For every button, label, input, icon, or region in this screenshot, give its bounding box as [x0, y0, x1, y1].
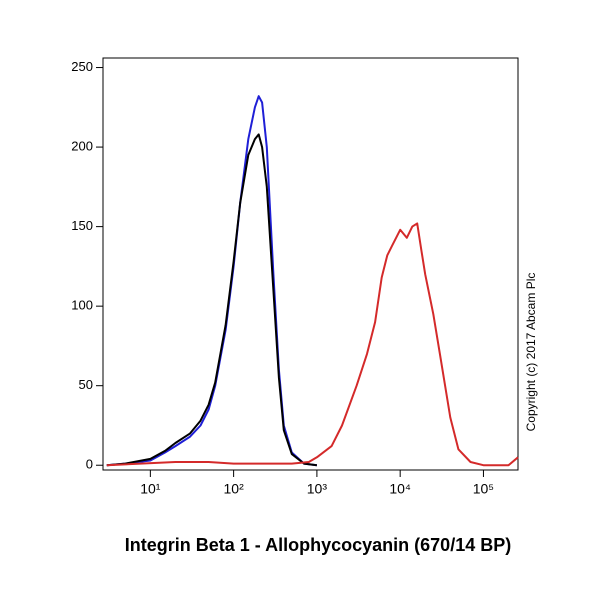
y-tick-label: 50	[79, 377, 93, 392]
y-tick-label: 250	[71, 59, 93, 74]
y-tick-label: 100	[71, 298, 93, 313]
histogram-line	[106, 133, 318, 467]
x-tick-label: 10⁵	[473, 481, 494, 497]
x-tick-label: 10²	[224, 481, 245, 497]
x-tick-label: 10⁴	[389, 481, 411, 497]
x-axis-label: Integrin Beta 1 - Allophycocyanin (670/1…	[125, 535, 511, 555]
histogram-line	[106, 222, 519, 467]
plot-frame	[102, 57, 519, 471]
x-tick-label: 10³	[307, 481, 328, 497]
copyright-annotation: Copyright (c) 2017 Abcam Plc	[524, 273, 538, 432]
y-tick-label: 0	[86, 457, 93, 472]
y-tick-label: 150	[71, 218, 93, 233]
x-tick-label: 10¹	[140, 481, 161, 497]
y-tick-label: 200	[71, 139, 93, 154]
histogram-line	[106, 95, 318, 467]
